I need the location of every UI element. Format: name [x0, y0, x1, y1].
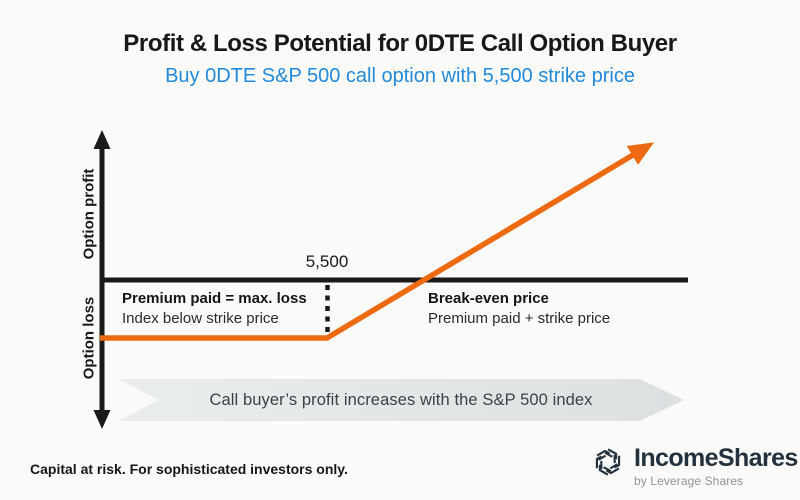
profit-direction-banner: Call buyer’s profit increases with the S… [118, 379, 684, 421]
y-axis-profit-label: Option profit [80, 168, 98, 260]
risk-disclaimer: Capital at risk. For sophisticated inves… [30, 461, 348, 477]
strike-price-tick-label: 5,500 [305, 252, 349, 271]
page-subtitle: Buy 0DTE S&P 500 call option with 5,500 … [165, 65, 635, 87]
max-loss-annotation-subtitle: Index below strike price [122, 310, 279, 328]
incomeshares-logo-icon [592, 447, 624, 477]
payoff-chart [93, 130, 688, 429]
break-even-annotation-title: Break-even price [428, 290, 549, 307]
y-axis-down-arrow-icon [93, 410, 111, 429]
y-axis-loss-label: Option loss [80, 296, 98, 380]
y-axis-up-arrow-icon [93, 130, 111, 149]
break-even-annotation: Break-even price Premium paid + strike p… [428, 289, 610, 330]
brand-byline: by Leverage Shares [634, 474, 744, 488]
brand-name: IncomeShares [634, 444, 798, 472]
break-even-annotation-subtitle: Premium paid + strike price [428, 310, 611, 328]
brand-text-block: IncomeShares by Leverage Shares [634, 444, 798, 489]
incomeshares-logo: IncomeShares by Leverage Shares [592, 446, 798, 488]
max-loss-annotation: Premium paid = max. loss Index below str… [122, 289, 307, 330]
page-title: Profit & Loss Potential for 0DTE Call Op… [123, 30, 677, 57]
max-loss-annotation-title: Premium paid = max. loss [122, 290, 307, 307]
profit-direction-banner-text: Call buyer’s profit increases with the S… [209, 390, 593, 409]
payoff-line [100, 142, 655, 341]
